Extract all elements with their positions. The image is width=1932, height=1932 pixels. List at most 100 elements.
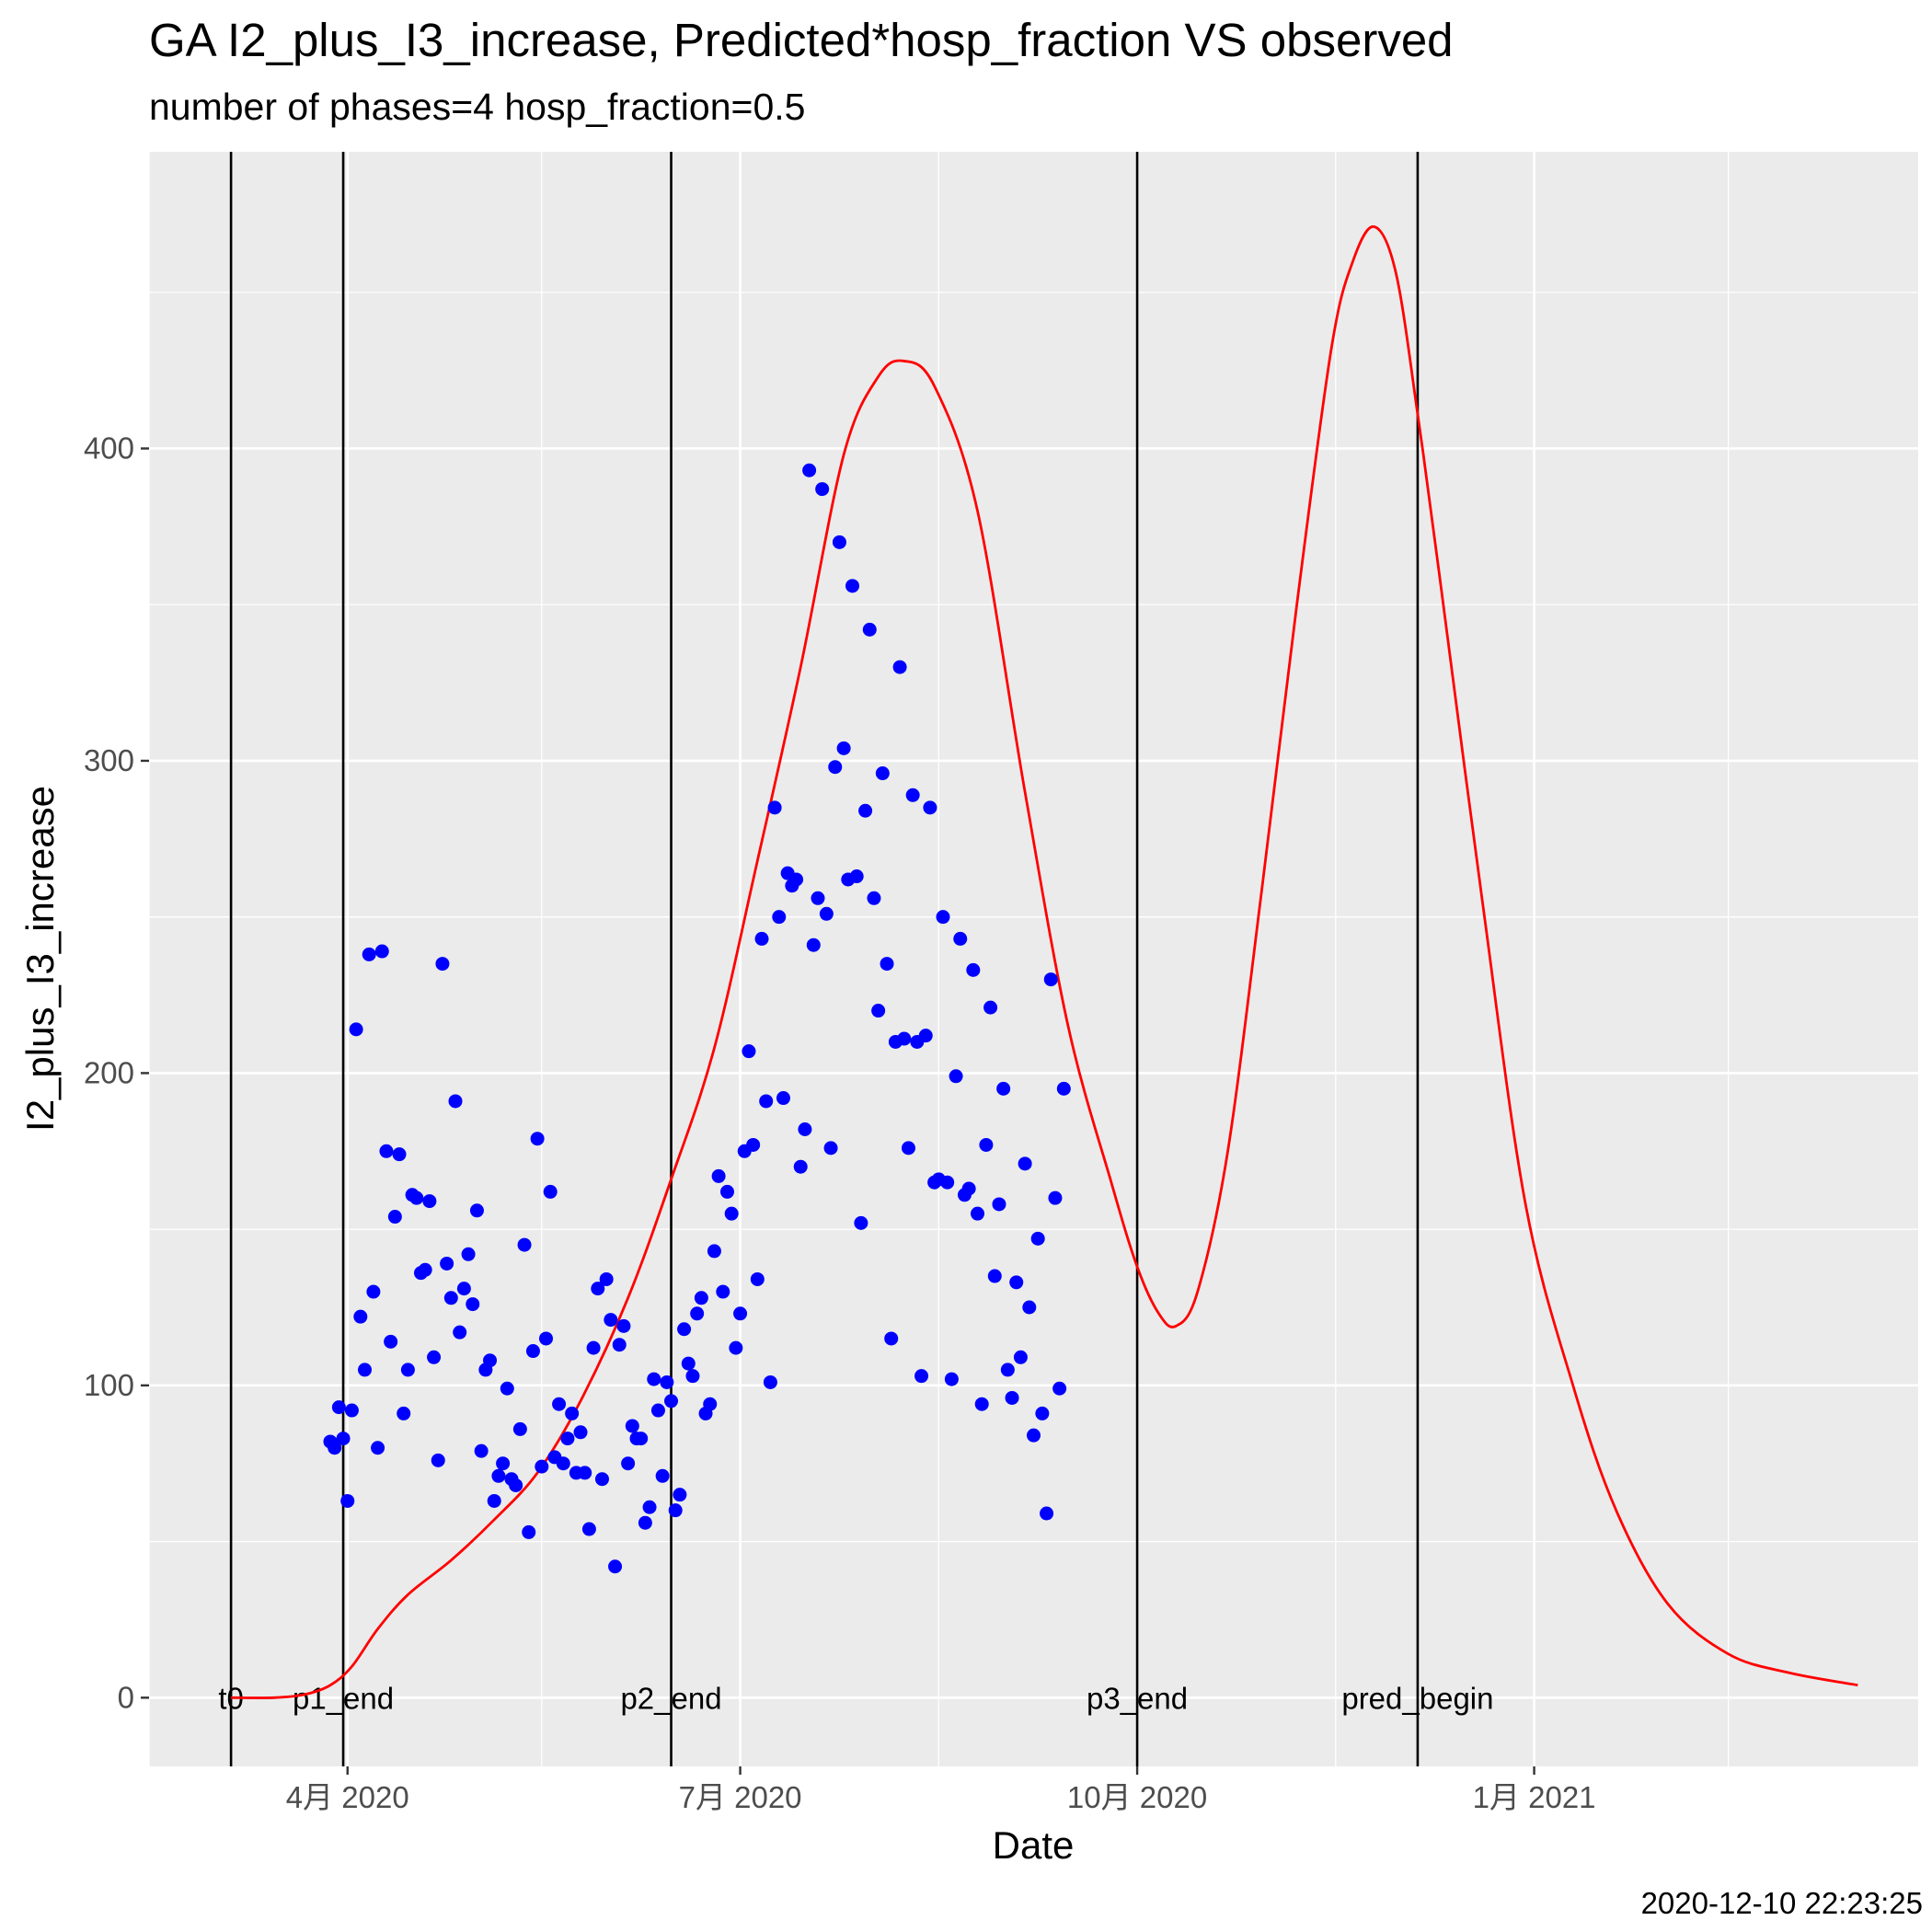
observed-point xyxy=(422,1194,437,1209)
observed-point xyxy=(384,1334,398,1349)
observed-point xyxy=(750,1271,765,1286)
observed-point xyxy=(1000,1363,1015,1377)
observed-point xyxy=(387,1210,402,1225)
observed-point xyxy=(802,463,817,477)
observed-point xyxy=(1043,972,1058,987)
observed-point xyxy=(340,1493,355,1508)
observed-point xyxy=(435,957,450,972)
y-tick-label: 0 xyxy=(118,1680,134,1714)
observed-point xyxy=(349,1022,363,1037)
observed-point xyxy=(397,1406,411,1420)
observed-point xyxy=(512,1421,527,1436)
observed-point xyxy=(1052,1381,1067,1396)
predicted-line-group xyxy=(231,225,1858,1699)
observed-point xyxy=(604,1313,618,1328)
observed-point xyxy=(650,1403,665,1418)
observed-point xyxy=(992,1197,1006,1212)
phase-line-label: p2_end xyxy=(620,1681,721,1715)
observed-point xyxy=(456,1282,471,1296)
observed-point xyxy=(793,1159,808,1174)
observed-point xyxy=(979,1137,994,1152)
observed-point xyxy=(673,1488,687,1502)
observed-point xyxy=(509,1478,523,1492)
observed-point xyxy=(565,1406,580,1420)
observed-point xyxy=(660,1374,674,1389)
observed-points-group xyxy=(323,463,1071,1574)
observed-point xyxy=(719,1184,734,1199)
observed-point xyxy=(772,910,787,925)
observed-point xyxy=(798,1122,812,1137)
observed-point xyxy=(944,1372,959,1386)
observed-point xyxy=(884,1331,899,1346)
observed-point xyxy=(530,1132,545,1146)
observed-point xyxy=(729,1340,743,1355)
observed-point xyxy=(971,1206,985,1221)
observed-point xyxy=(466,1297,480,1312)
observed-point xyxy=(901,1141,915,1156)
observed-point xyxy=(525,1344,540,1359)
observed-point xyxy=(487,1493,501,1508)
observed-point xyxy=(854,1215,868,1230)
observed-point xyxy=(586,1340,601,1355)
observed-point xyxy=(440,1256,454,1271)
observed-point xyxy=(353,1309,368,1324)
observed-point xyxy=(668,1503,683,1518)
observed-point xyxy=(500,1381,514,1396)
observed-point xyxy=(811,891,825,905)
observed-point xyxy=(491,1468,506,1483)
observed-point xyxy=(966,962,981,977)
y-tick-label: 200 xyxy=(84,1055,134,1089)
observed-point xyxy=(836,741,851,755)
observed-point xyxy=(655,1468,670,1483)
observed-point xyxy=(875,766,890,781)
observed-point xyxy=(880,957,894,972)
observed-point xyxy=(1035,1406,1050,1420)
observed-point xyxy=(849,869,864,884)
x-tick-label: 10月 2020 xyxy=(1067,1780,1207,1814)
observed-point xyxy=(815,482,830,497)
observed-point xyxy=(987,1269,1002,1283)
observed-point xyxy=(560,1432,575,1446)
observed-point xyxy=(409,1190,424,1205)
observed-point xyxy=(694,1291,708,1305)
observed-point xyxy=(616,1318,631,1333)
observed-point xyxy=(371,1441,385,1455)
grid-minor xyxy=(148,152,1918,1766)
observed-point xyxy=(374,944,389,959)
y-tick-label: 100 xyxy=(84,1368,134,1402)
observed-point xyxy=(522,1524,536,1539)
observed-point xyxy=(711,1168,726,1183)
plot-panel xyxy=(149,152,1918,1766)
observed-point xyxy=(453,1325,467,1340)
observed-point xyxy=(742,1044,756,1059)
observed-point xyxy=(664,1394,679,1409)
observed-point xyxy=(573,1425,588,1440)
observed-point xyxy=(763,1374,777,1389)
observed-point xyxy=(1056,1081,1071,1096)
chart-subtitle: number of phases=4 hosp_fraction=0.5 xyxy=(149,86,806,128)
observed-point xyxy=(336,1432,351,1446)
observed-point xyxy=(328,1441,342,1455)
observed-point xyxy=(823,1141,838,1156)
observed-point xyxy=(594,1472,609,1487)
observed-point xyxy=(552,1397,567,1411)
observed-point xyxy=(392,1147,407,1162)
x-axis-title: Date xyxy=(993,1823,1075,1867)
observed-point xyxy=(681,1356,696,1371)
observed-point xyxy=(819,906,834,921)
observed-point xyxy=(897,1031,912,1046)
observed-point xyxy=(789,872,804,887)
observed-point xyxy=(776,1091,790,1106)
observed-point xyxy=(1013,1350,1028,1364)
observed-point xyxy=(483,1353,498,1368)
observed-point xyxy=(754,931,769,946)
observed-point xyxy=(724,1206,739,1221)
observed-point xyxy=(581,1522,596,1536)
y-tick-label: 400 xyxy=(84,431,134,465)
observed-point xyxy=(983,1000,998,1015)
observed-point xyxy=(418,1262,432,1277)
observed-point xyxy=(331,1400,346,1415)
observed-point xyxy=(1022,1300,1037,1315)
observed-point xyxy=(690,1306,705,1321)
observed-point xyxy=(443,1291,458,1305)
